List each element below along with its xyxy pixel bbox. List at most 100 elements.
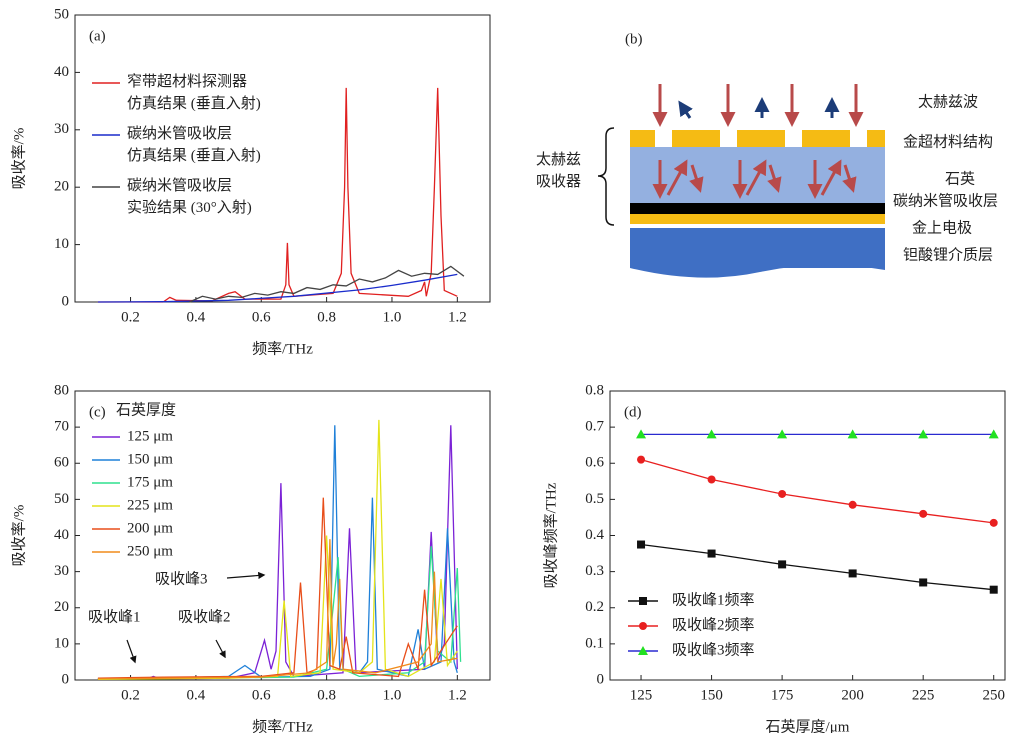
y-tick-label: 0	[597, 671, 605, 687]
series-line	[97, 497, 458, 679]
marker	[847, 429, 858, 439]
legend-label: 碳纳米管吸收层仿真结果 (垂直入射)	[127, 125, 261, 164]
y-tick-label: 40	[54, 527, 69, 543]
x-tick-label: 0.2	[121, 309, 140, 325]
legend-label: 窄带超材料探测器仿真结果 (垂直入射)	[127, 72, 261, 112]
y-tick-label: 70	[54, 419, 69, 435]
y-tick-label: 0	[62, 671, 70, 687]
x-axis-label: 石英厚度/μm	[766, 717, 850, 733]
marker	[637, 540, 646, 549]
electrode-layer	[630, 214, 885, 224]
x-tick-label: 0.8	[317, 687, 336, 703]
x-tick-label: 0.2	[121, 687, 140, 703]
marker	[919, 509, 928, 518]
legend-label: 225 μm	[127, 497, 173, 513]
wave-label: 太赫兹波	[918, 93, 978, 110]
legend-label: 250 μm	[127, 543, 173, 559]
tantalate-layer	[630, 228, 885, 268]
y-tick-label: 10	[54, 635, 69, 651]
reflected-arrows	[678, 97, 840, 119]
marker	[706, 429, 717, 439]
absorber-label: 太赫兹吸收器	[536, 151, 581, 190]
marker	[848, 569, 857, 578]
diagram	[597, 84, 885, 278]
legend-label: 125 μm	[127, 428, 173, 444]
x-tick-label: 0.4	[187, 687, 206, 703]
legend-marker	[638, 646, 648, 655]
x-tick-label: 0.4	[187, 309, 206, 325]
y-tick-label: 50	[54, 491, 69, 507]
marker	[636, 429, 647, 439]
legend-label: 吸收峰1频率	[672, 591, 755, 608]
y-axis-label: 吸收峰频率/THz	[542, 482, 559, 588]
y-tick-label: 20	[54, 599, 69, 615]
series-line	[97, 273, 458, 303]
cnt-layer	[630, 203, 885, 214]
y-tick-label: 0.3	[585, 563, 604, 579]
series-line	[97, 539, 458, 680]
series-line	[640, 458, 994, 524]
panel-label: (d)	[624, 404, 642, 420]
panel-label: (c)	[89, 404, 106, 420]
layer-label: 石英	[945, 169, 975, 187]
y-axis-label: 吸收率/%	[10, 505, 27, 567]
layer-label: 碳纳米管吸收层	[893, 192, 998, 209]
y-tick-label: 0.5	[585, 491, 604, 507]
y-tick-label: 50	[54, 6, 69, 22]
panel-label: (b)	[625, 31, 643, 47]
x-tick-label: 175	[771, 687, 794, 703]
marker	[637, 455, 646, 464]
x-axis-label: 频率/THz	[252, 718, 313, 733]
x-tick-label: 1.0	[383, 687, 402, 703]
bracket	[597, 127, 615, 226]
marker	[778, 560, 787, 569]
series-line	[640, 543, 994, 591]
plot-frame	[74, 14, 491, 303]
y-tick-label: 30	[54, 563, 69, 579]
y-tick-label: 0.8	[585, 382, 604, 398]
y-tick-label: 0.2	[585, 599, 604, 615]
y-tick-label: 0.1	[585, 635, 604, 651]
annotation-arrow	[215, 639, 226, 659]
marker	[989, 585, 998, 594]
x-tick-label: 1.2	[448, 687, 467, 703]
annotation: 吸收峰3	[155, 570, 208, 587]
annotation-arrow	[126, 639, 137, 664]
y-axis-label: 吸收率/%	[10, 128, 27, 190]
legend-label: 175 μm	[127, 474, 173, 490]
incident-arrows	[652, 84, 864, 199]
y-tick-label: 30	[54, 121, 69, 137]
y-tick-label: 40	[54, 64, 69, 80]
tantalate-edge	[630, 264, 885, 278]
x-tick-label: 125	[630, 687, 653, 703]
marker	[707, 475, 716, 484]
marker	[918, 429, 929, 439]
y-tick-label: 0.6	[585, 455, 604, 471]
layer-label: 金超材料结构	[903, 133, 993, 150]
x-tick-label: 0.8	[317, 309, 336, 325]
legend-label: 150 μm	[127, 451, 173, 467]
marker	[778, 489, 787, 498]
layer-label: 金上电极	[912, 219, 972, 236]
y-tick-label: 0.4	[585, 527, 604, 543]
legend-label: 200 μm	[127, 520, 173, 536]
y-tick-label: 60	[54, 455, 69, 471]
y-tick-label: 0	[62, 293, 70, 309]
layer-label: 钽酸锂介质层	[903, 246, 993, 263]
y-tick-label: 20	[54, 179, 69, 195]
legend-marker	[639, 597, 647, 605]
legend-marker	[639, 622, 647, 630]
x-tick-label: 150	[700, 687, 723, 703]
y-tick-label: 0.7	[585, 419, 604, 435]
x-tick-label: 0.6	[252, 687, 271, 703]
x-tick-label: 1.0	[383, 309, 402, 325]
marker	[848, 500, 857, 509]
marker	[919, 578, 928, 587]
legend-label: 吸收峰2频率	[672, 616, 755, 633]
gold-pattern	[630, 130, 885, 147]
marker	[707, 549, 716, 558]
annotation: 吸收峰2	[178, 608, 231, 625]
legend-label: 碳纳米管吸收层实验结果 (30°入射)	[127, 177, 252, 216]
x-tick-label: 0.6	[252, 309, 271, 325]
